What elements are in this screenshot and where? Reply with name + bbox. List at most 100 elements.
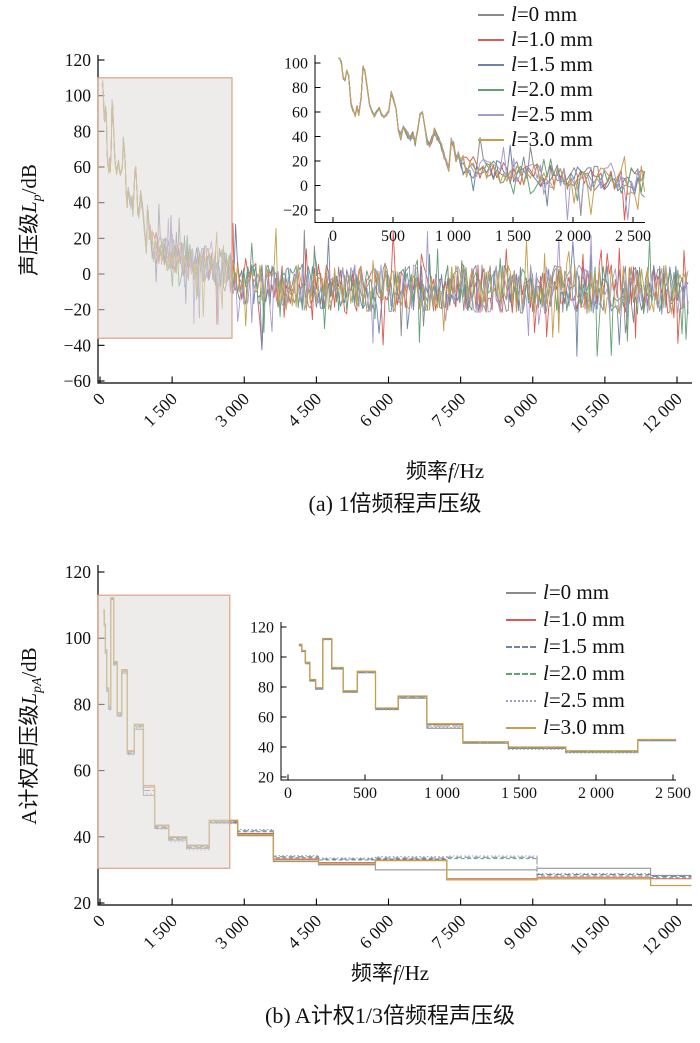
x-tick-label-b: 12 000 [638, 911, 686, 959]
legend-line-sample-l10 [506, 618, 536, 621]
highlight-box-b [97, 594, 231, 869]
legend-line-sample-l25 [506, 699, 536, 702]
x-tick-label-b: 0 [88, 911, 109, 932]
series-a-inset-line-l30 [338, 57, 646, 216]
y-tick-label-a: −60 [64, 371, 92, 391]
inset-a-y-tick-label: 20 [292, 154, 308, 171]
panel-b-highlight [97, 594, 231, 869]
legend-line-sample-l20 [506, 672, 536, 675]
inset-a-y-tick-label: 100 [284, 56, 308, 73]
legend-item-l30: l=3.0 mm [506, 714, 625, 741]
y-tick-label-b: 40 [74, 827, 92, 847]
inset-b-y-tick-label: 80 [258, 680, 274, 697]
x-tick-label-b: 7 500 [427, 911, 469, 953]
inset-a-y-tick-label: 60 [292, 105, 308, 122]
legend-line-sample-l0 [478, 13, 504, 16]
x-label-a-symbol: f [447, 459, 454, 483]
inset-a-spines [314, 55, 645, 223]
y-tick-label-a: 100 [65, 86, 92, 106]
y-label-b-unit: /dB [17, 647, 41, 678]
x-label-a-text: 频率 [405, 459, 448, 483]
y-tick-label-a: 20 [74, 228, 92, 248]
y-tick-label-a: 80 [74, 121, 92, 141]
inset-b-x-tick-label: 0 [284, 785, 292, 802]
legend-label-l30: l=3.0 mm [511, 127, 593, 151]
legend-item-l0: l=0 mm [506, 579, 625, 606]
legend-item-l30: l=3.0 mm [478, 127, 593, 152]
y-tick-label-b: 120 [65, 562, 92, 582]
inset-b-x-tick-label: 500 [353, 785, 377, 802]
legend-item-l10: l=1.0 mm [506, 606, 625, 633]
inset-a-x-tick-label: 1 000 [435, 228, 471, 245]
legend-line-sample-l20 [478, 88, 504, 91]
caption-panel-a: (a) 1倍频程声压级 [308, 491, 482, 516]
legend-line-sample-l0 [506, 591, 536, 594]
x-tick-label-a: 3 000 [211, 389, 253, 431]
inset-a-y-tick-label: −20 [283, 203, 308, 220]
inset-b-y-tick-label: 120 [250, 620, 274, 637]
y-label-a-unit: /dB [17, 164, 41, 195]
inset-b-spines [280, 622, 676, 781]
inset-a-x-tick-label: 0 [329, 228, 337, 245]
inset-a-y-tick-label: 80 [292, 80, 308, 97]
legend-panel-a: l=0 mm l=1.0 mm l=1.5 mm l=2.0 mm l=2.5 mm l=… [478, 2, 593, 152]
x-tick-label-b: 4 500 [283, 911, 325, 953]
inset-a-x-tick-label: 2 500 [615, 228, 651, 245]
legend-label-l10: l=1.0 mm [511, 27, 593, 51]
legend-label-l15: l=1.5 mm [511, 52, 593, 76]
y-tick-label-a: −40 [64, 335, 92, 355]
x-tick-label-a: 12 000 [638, 389, 686, 437]
y-label-b-text: A计权声压级 [17, 704, 41, 825]
x-tick-label-a: 1 500 [139, 389, 181, 431]
y-tick-label-b: 60 [74, 761, 92, 781]
panel-a-inset: 0 500 1 000 1 500 2 000 2 500 −20 0 20 40 60 80 100 [283, 55, 651, 245]
x-label-b-text: 频率 [350, 961, 393, 985]
inset-b-x-tick-label: 2 500 [655, 785, 691, 802]
x-label-b-symbol: f [392, 961, 399, 985]
inset-b-y-tick-label: 100 [250, 650, 274, 667]
x-tick-label-a: 0 [88, 389, 109, 410]
y-tick-label-a: 60 [74, 157, 92, 177]
y-label-a-symbol: L [17, 201, 41, 213]
y-tick-label-b: 80 [74, 694, 92, 714]
y-label-b-subscript: pA [29, 677, 45, 693]
legend-label-l30: l=3.0 mm [543, 715, 625, 739]
highlight-box-a [97, 77, 233, 339]
y-tick-label-a: 40 [74, 193, 92, 213]
x-tick-label-b: 1 500 [139, 911, 181, 953]
x-tick-label-a: 4 500 [283, 389, 325, 431]
legend-label-l20: l=2.0 mm [543, 661, 625, 685]
series-a-inset-line-l25 [338, 57, 645, 221]
inset-a-y-tick-label: 0 [300, 178, 308, 195]
legend-label-l0: l=0 mm [543, 580, 610, 604]
x-tick-label-b: 10 500 [566, 911, 614, 959]
inset-a-x-tick-label: 1 500 [495, 228, 531, 245]
legend-line-sample-l15 [506, 645, 536, 648]
legend-line-sample-l15 [478, 63, 504, 66]
caption-panel-b: (b) A计权1/3倍频程声压级 [265, 1003, 515, 1028]
y-tick-label-b: 20 [74, 893, 92, 913]
x-tick-label-b: 3 000 [211, 911, 253, 953]
x-tick-label-a: 9 000 [500, 389, 542, 431]
legend-item-l20: l=2.0 mm [478, 77, 593, 102]
inset-a-y-tick-label: 40 [292, 129, 308, 146]
legend-label-l0: l=0 mm [511, 2, 578, 26]
legend-label-l15: l=1.5 mm [543, 634, 625, 658]
y-label-a-text: 声压级 [17, 212, 41, 276]
legend-item-l20: l=2.0 mm [506, 660, 625, 687]
x-tick-label-a: 10 500 [566, 389, 614, 437]
x-tick-label-b: 9 000 [500, 911, 542, 953]
panel-a-highlight [97, 77, 233, 339]
legend-item-l25: l=2.5 mm [506, 687, 625, 714]
inset-b-x-tick-label: 1 500 [501, 785, 537, 802]
inset-a-x-tick-label: 500 [381, 228, 405, 245]
inset-b-y-tick-label: 60 [258, 710, 274, 727]
legend-panel-b: l=0 mm l=1.0 mm l=1.5 mm l=2.0 mm l=2.5 mm l=… [506, 579, 625, 741]
legend-label-l10: l=1.0 mm [543, 607, 625, 631]
inset-a-x-tick-label: 2 000 [555, 228, 591, 245]
inset-b-x-tick-label: 2 000 [578, 785, 614, 802]
legend-item-l0: l=0 mm [478, 2, 593, 27]
panel-b-inset: 0 500 1 000 1 500 2 000 2 500 20 40 60 80 100 120 [250, 620, 691, 803]
